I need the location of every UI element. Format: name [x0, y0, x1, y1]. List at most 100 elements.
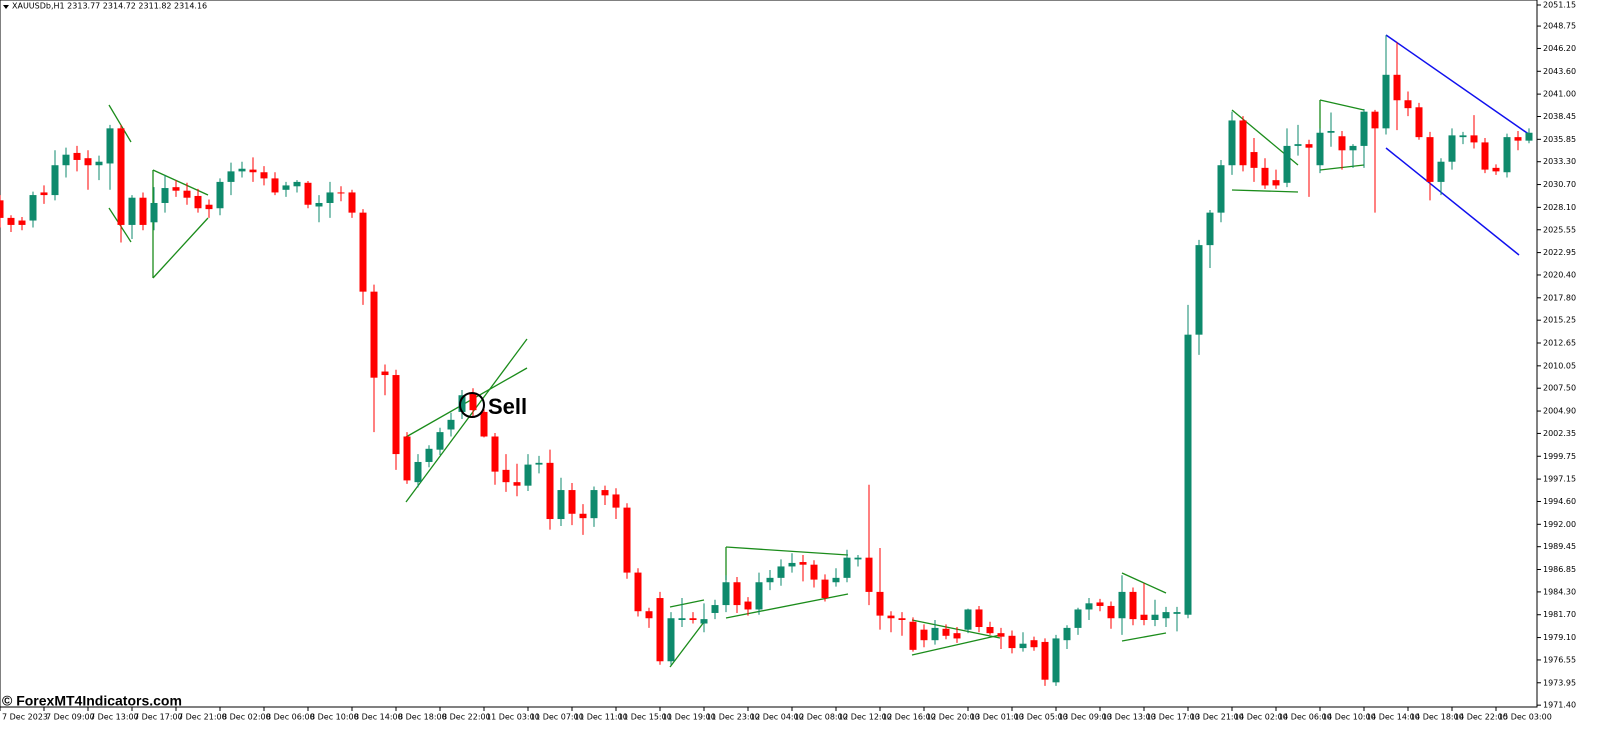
y-tick-label: 1971.40 [1543, 701, 1576, 710]
candle-body [172, 187, 180, 191]
candle-body [678, 618, 686, 620]
candle-body [216, 181, 224, 209]
candle-body [766, 577, 774, 583]
candle-body [1349, 145, 1357, 151]
candle-body [370, 291, 378, 378]
y-tick-label: 2051.15 [1543, 1, 1576, 10]
candle-body [249, 169, 257, 173]
x-tick-label: 7 Dec 21:00 [178, 713, 227, 722]
x-tick-label: 7 Dec 09:00 [46, 713, 95, 722]
candle-body [799, 562, 807, 565]
candle-body [491, 436, 499, 472]
candle-body [1206, 212, 1214, 246]
candle-body [1305, 144, 1313, 148]
x-tick-label: 8 Dec 18:00 [398, 713, 447, 722]
x-tick-label: 14 Dec 10:00 [1322, 713, 1376, 722]
candle-body [865, 557, 873, 592]
candle-body [1272, 180, 1280, 186]
candle-body [183, 190, 191, 198]
candle-body [931, 627, 939, 641]
x-tick-label: 8 Dec 10:00 [310, 713, 359, 722]
candle-body [1283, 145, 1291, 183]
y-tick-label: 2038.45 [1543, 112, 1576, 121]
candle-body [634, 572, 642, 612]
candle-body [711, 605, 719, 613]
pattern-line [405, 338, 528, 503]
x-tick-label: 11 Dec 11:00 [574, 713, 628, 722]
chart-header: XAUUSDb,H1 2313.77 2314.72 2311.82 2314.… [12, 2, 207, 11]
y-tick-label: 1973.95 [1543, 678, 1576, 687]
candle-body [810, 564, 818, 580]
candle-body [139, 197, 147, 225]
candle-body [557, 490, 565, 520]
y-tick-label: 1976.55 [1543, 655, 1576, 664]
candle-body [425, 448, 433, 462]
candle-body [458, 395, 466, 412]
candle-body [1096, 602, 1104, 606]
candle-body [1492, 167, 1500, 172]
candle-body [128, 197, 136, 225]
candle-body [1525, 132, 1533, 141]
pattern-line [108, 207, 132, 243]
x-tick-label: 11 Dec 19:00 [662, 713, 716, 722]
candle-body [40, 192, 48, 196]
candle-body [964, 609, 972, 630]
candle-body [348, 192, 356, 213]
candle-body [953, 633, 961, 639]
pattern-line [152, 217, 209, 279]
x-tick-label: 13 Dec 09:00 [1058, 713, 1112, 722]
candle-body [1327, 130, 1335, 133]
pattern-lines [108, 34, 1531, 668]
y-tick-label: 1992.00 [1543, 520, 1576, 529]
candle-body [7, 217, 15, 225]
candle-body [1338, 136, 1346, 151]
y-tick-label: 1997.15 [1543, 475, 1576, 484]
candle-body [667, 618, 675, 662]
pattern-line [911, 619, 1001, 639]
candle-body [623, 507, 631, 573]
y-tick-label: 2022.95 [1543, 248, 1576, 257]
y-tick-label: 1984.30 [1543, 587, 1576, 596]
candle-body [1195, 245, 1203, 335]
x-tick-label: 14 Dec 18:00 [1410, 713, 1464, 722]
x-tick-label: 14 Dec 22:00 [1454, 713, 1508, 722]
pattern-line [405, 367, 528, 438]
x-tick-label: 8 Dec 02:00 [222, 713, 271, 722]
candle-body [1162, 612, 1170, 619]
candle-body [1151, 614, 1159, 620]
candle-body [1173, 612, 1181, 614]
candle-body [227, 171, 235, 182]
candle-body [84, 158, 92, 166]
candle-body [1404, 100, 1412, 109]
candle-body [1426, 137, 1434, 182]
candle-body [1393, 74, 1401, 101]
y-tick-label: 2030.70 [1543, 180, 1576, 189]
candle-body [997, 633, 1005, 637]
candle-body [1382, 74, 1390, 129]
pattern-line [669, 599, 705, 608]
candle-body [260, 172, 268, 179]
candle-body [194, 195, 202, 209]
candle-body [271, 178, 279, 193]
candle-body [546, 462, 554, 520]
candles [0, 35, 1533, 686]
candle-body [788, 562, 796, 567]
candle-body [1228, 120, 1236, 166]
candle-body [436, 432, 444, 450]
candle-body [656, 598, 664, 662]
candle-body [942, 628, 950, 636]
candle-body [381, 371, 389, 376]
candle-body [1107, 605, 1115, 619]
x-tick-label: 14 Dec 02:00 [1234, 713, 1288, 722]
candle-body [238, 168, 246, 172]
y-tick-label: 1981.70 [1543, 610, 1576, 619]
candle-body [1217, 165, 1225, 213]
candle-body [843, 557, 851, 578]
x-tick-label: 13 Dec 05:00 [1014, 713, 1068, 722]
candle-body [722, 582, 730, 606]
y-tick-label: 1989.45 [1543, 542, 1576, 551]
candle-body [1294, 144, 1302, 146]
candle-body [1140, 614, 1148, 620]
y-tick-label: 2048.75 [1543, 22, 1576, 31]
